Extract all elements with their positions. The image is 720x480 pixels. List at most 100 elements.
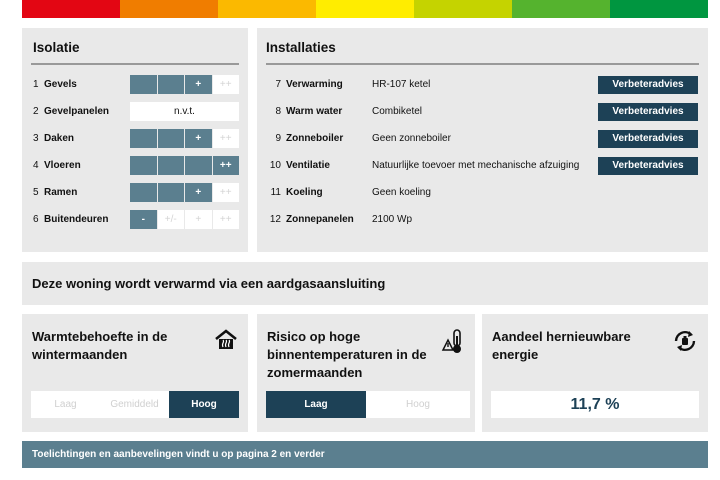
isolatie-list: 1 Gevels + ++ 2 Gevelpanelen n.v.t. 3 Daken + ++ 4 V… — [31, 71, 239, 233]
isolatie-row-number: 2 — [33, 106, 39, 117]
energy-color-segment — [22, 0, 120, 18]
installaties-row: 9 Zonneboiler Geen zonneboiler Verbeteradvi… — [266, 125, 699, 152]
isolatie-row: 3 Daken + ++ — [31, 125, 239, 152]
warmtebehoefte-option: Hoog — [169, 391, 239, 418]
isolatie-row-label: Daken — [44, 133, 75, 144]
installaties-row-value: 2100 Wp — [372, 214, 413, 225]
isolatie-rating-cell: + — [185, 75, 212, 94]
isolatie-panel: Isolatie 1 Gevels + ++ 2 Gevelpanelen n.v.t. 3 D… — [22, 28, 248, 252]
isolatie-row-label: Ramen — [44, 187, 78, 198]
thermometer-warning-icon — [441, 328, 465, 360]
renewable-share-value: 11,7 % — [491, 391, 699, 418]
isolatie-row: 1 Gevels + ++ — [31, 71, 239, 98]
isolatie-row-number: 6 — [33, 214, 39, 225]
warmtebehoefte-option: Gemiddeld — [100, 391, 169, 418]
installaties-row-number: 11 — [270, 187, 281, 198]
isolatie-rating-cell: ++ — [212, 183, 239, 202]
installaties-row-number: 12 — [269, 214, 281, 225]
isolatie-rating-cell: ++ — [212, 129, 239, 148]
warmtebehoefte-panel: Warmtebehoefte in de wintermaanden Laag G… — [22, 314, 248, 432]
aandeel-panel: Aandeel hernieuwbare energie 11,7 % — [482, 314, 708, 432]
verbeteradvies-button[interactable]: Verbeteradvies — [598, 156, 698, 175]
aandeel-title: Aandeel hernieuwbare energie — [492, 329, 631, 362]
warmtebehoefte-option: Laag — [31, 391, 100, 418]
isolatie-rating-cell: ++ — [212, 156, 239, 175]
verbeteradvies-button[interactable]: Verbeteradvies — [598, 75, 698, 94]
installaties-title: Installaties — [266, 40, 336, 55]
installaties-row-value: Combiketel — [372, 106, 423, 117]
isolatie-rating-scale: + ++ — [130, 75, 239, 94]
risico-option: Laag — [266, 391, 366, 418]
isolatie-row-label: Gevelpanelen — [44, 106, 110, 117]
isolatie-row: 6 Buitendeuren - +/- + ++ — [31, 206, 239, 233]
installaties-row: 8 Warm water Combiketel Verbeteradvies — [266, 98, 699, 125]
installaties-row-value: Geen zonneboiler — [372, 133, 451, 144]
installaties-row: 12 Zonnepanelen 2100 Wp — [266, 206, 699, 233]
isolatie-rating-cell — [130, 156, 157, 175]
footer-note: Toelichtingen en aanbevelingen vindt u o… — [22, 441, 708, 468]
warmtebehoefte-title: Warmtebehoefte in de wintermaanden — [32, 329, 168, 362]
isolatie-row-number: 4 — [33, 160, 39, 171]
isolatie-rating-cell — [185, 156, 212, 175]
isolatie-rating-cell — [157, 183, 184, 202]
energy-color-segment — [414, 0, 512, 18]
isolatie-row-label: Gevels — [44, 79, 77, 90]
installaties-row: 7 Verwarming HR-107 ketel Verbeteradvies — [266, 71, 699, 98]
energy-color-segment — [316, 0, 414, 18]
isolatie-rating-cell: +/- — [157, 210, 184, 229]
isolatie-row-label: Vloeren — [44, 160, 81, 171]
installaties-row: 11 Koeling Geen koeling — [266, 179, 699, 206]
isolatie-rating-cell: + — [185, 183, 212, 202]
installaties-row-number: 8 — [275, 106, 281, 117]
renewable-cycle-icon — [672, 328, 698, 360]
isolatie-rating-cell — [157, 75, 184, 94]
isolatie-row-label: Buitendeuren — [44, 214, 109, 225]
installaties-list: 7 Verwarming HR-107 ketel Verbeteradvies 8 Wa… — [266, 71, 699, 233]
isolatie-row: 5 Ramen + ++ — [31, 179, 239, 206]
isolatie-rating-cell: ++ — [212, 75, 239, 94]
installaties-row-label: Zonnepanelen — [286, 214, 354, 225]
isolatie-row-number: 3 — [33, 133, 39, 144]
heating-statement: Deze woning wordt verwarmd via een aardg… — [22, 262, 708, 305]
installaties-row-value: Geen koeling — [372, 187, 431, 198]
energy-color-segment — [512, 0, 610, 18]
isolatie-row: 4 Vloeren ++ — [31, 152, 239, 179]
isolatie-rating-cell — [157, 129, 184, 148]
installaties-row-value: Natuurlijke toevoer met mechanische afzu… — [372, 160, 580, 171]
warmtebehoefte-scale: Laag Gemiddeld Hoog — [31, 391, 239, 418]
isolatie-rating-cell — [130, 129, 157, 148]
energy-color-segment — [610, 0, 708, 18]
isolatie-title: Isolatie — [33, 40, 80, 55]
installaties-row-number: 9 — [275, 133, 281, 144]
installaties-row-label: Zonneboiler — [286, 133, 344, 144]
installaties-row-number: 7 — [275, 79, 281, 90]
isolatie-rating-cell — [130, 75, 157, 94]
isolatie-not-applicable: n.v.t. — [130, 102, 239, 121]
installaties-row-label: Koeling — [286, 187, 323, 198]
installaties-divider — [266, 63, 699, 65]
isolatie-row-number: 5 — [33, 187, 39, 198]
energy-label-color-bar — [22, 0, 708, 18]
isolatie-rating-scale: - +/- + ++ — [130, 210, 239, 229]
energy-color-segment — [120, 0, 218, 18]
isolatie-rating-cell: + — [185, 129, 212, 148]
isolatie-rating-cell: ++ — [212, 210, 239, 229]
isolatie-rating-cell — [130, 183, 157, 202]
risico-scale: Laag Hoog — [266, 391, 470, 418]
house-heat-icon — [214, 328, 238, 358]
isolatie-rating-scale: ++ — [130, 156, 239, 175]
verbeteradvies-button[interactable]: Verbeteradvies — [598, 129, 698, 148]
risico-option: Hoog — [366, 391, 470, 418]
isolatie-row: 2 Gevelpanelen n.v.t. — [31, 98, 239, 125]
isolatie-rating-scale: + ++ — [130, 183, 239, 202]
energy-color-segment — [218, 0, 316, 18]
isolatie-rating-cell: - — [130, 210, 157, 229]
installaties-row-value: HR-107 ketel — [372, 79, 431, 90]
isolatie-rating-cell: + — [185, 210, 212, 229]
risico-title: Risico op hoge binnentemperaturen in de … — [267, 329, 427, 380]
installaties-row-label: Verwarming — [286, 79, 343, 90]
installaties-row-number: 10 — [269, 160, 281, 171]
installaties-row-label: Warm water — [286, 106, 343, 117]
verbeteradvies-button[interactable]: Verbeteradvies — [598, 102, 698, 121]
installaties-panel: Installaties 7 Verwarming HR-107 ketel Verb… — [257, 28, 708, 252]
